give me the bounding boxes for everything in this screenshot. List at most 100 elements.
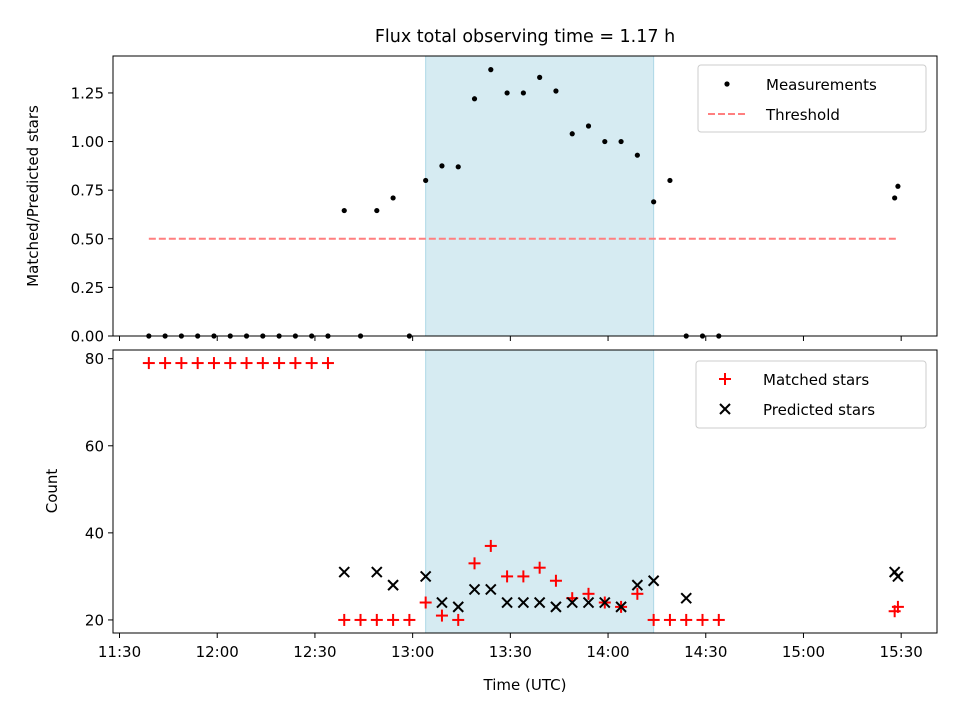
matched-star-point (273, 357, 286, 370)
measurement-point (895, 183, 901, 189)
legend-label-threshold: Threshold (765, 106, 840, 124)
predicted-star-point (452, 601, 464, 613)
bottom-y-axis-label: Count (43, 469, 61, 514)
predicted-star-point (436, 596, 448, 609)
legend-label-matched-stars: Matched stars (763, 371, 869, 389)
predicted-star-point (892, 570, 904, 583)
predicted-star-point (566, 596, 578, 609)
matched-star-point (224, 357, 237, 370)
matched-star-point (256, 357, 269, 370)
bottom-y-tick-label: 20 (85, 611, 104, 629)
bottom-axes-frame (112, 349, 938, 634)
bottom-series-layer (142, 357, 904, 626)
bottom-y-axis: 20 40 60 80 (85, 350, 113, 629)
bottom-legend: Matched stars Predicted stars (695, 360, 927, 429)
measurement-point (471, 96, 478, 102)
top-y-tick-label: 1.00 (71, 133, 104, 151)
matched-star-point (289, 357, 302, 370)
predicted-star-point (468, 583, 481, 596)
measurement-point (488, 67, 494, 73)
predicted-star-point (419, 570, 432, 583)
matched-star-point (175, 357, 188, 370)
measurement-point (439, 163, 445, 169)
legend-marker-predicted-stars (719, 403, 731, 415)
matched-star-point (159, 357, 172, 370)
matched-star-point (435, 609, 448, 622)
measurement-point (553, 88, 559, 94)
top-y-tick-label: 0.75 (71, 182, 104, 200)
predicted-star-point (582, 596, 595, 609)
matched-star-point (484, 539, 497, 552)
matched-star-point (533, 561, 546, 574)
predicted-star-point (615, 601, 627, 613)
bottom-x-axis: 11:30 12:00 12:30 13:00 13:30 14:00 14:30 15:00… (98, 633, 923, 661)
observing-time-span (425, 349, 655, 634)
matched-star-point (305, 357, 318, 370)
top-axes-frame (112, 55, 938, 337)
matched-star-point (403, 613, 416, 626)
measurement-point (892, 195, 898, 201)
x-tick-label: 15:30 (880, 643, 923, 661)
measurement-point (537, 74, 543, 80)
bottom-y-tick-label: 60 (85, 437, 104, 455)
x-tick-label: 15:00 (782, 643, 825, 661)
measurement-point (455, 164, 461, 170)
matched-star-point (631, 587, 644, 600)
matched-star-point (419, 596, 432, 609)
predicted-star-point (371, 566, 383, 578)
predicted-star-point (647, 575, 660, 587)
matched-star-point (354, 613, 367, 626)
matched-star-point (240, 357, 253, 370)
matched-star-point (891, 600, 904, 613)
matched-star-point (647, 613, 660, 626)
matched-star-point (142, 357, 155, 370)
top-panel: Flux total observing time = 1.17 h 0.000… (24, 27, 938, 346)
predicted-star-point (517, 596, 530, 609)
top-legend-box (697, 64, 927, 133)
legend-label-measurements: Measurements (766, 76, 877, 94)
top-y-tick-label: 0.50 (71, 230, 104, 248)
bottom-legend-box (695, 360, 927, 429)
predicted-star-point (533, 596, 546, 609)
matched-star-point (663, 613, 676, 626)
matched-star-point (338, 613, 351, 626)
predicted-star-point (550, 601, 562, 613)
predicted-star-point (599, 596, 611, 609)
matched-star-point (191, 357, 204, 370)
predicted-star-point (501, 596, 513, 609)
predicted-star-point (338, 566, 350, 578)
predicted-star-point (485, 583, 497, 596)
measurement-point (602, 138, 608, 145)
measurement-point (423, 177, 429, 184)
bottom-y-tick-label: 80 (85, 350, 104, 368)
matched-star-point (696, 613, 709, 626)
measurement-point (504, 90, 510, 96)
top-y-tick-label: 1.25 (71, 84, 104, 102)
legend-label-predicted-stars: Predicted stars (763, 401, 875, 419)
top-y-axis-label: Matched/Predicted stars (24, 105, 42, 287)
matched-star-point (549, 574, 562, 587)
x-tick-label: 14:00 (586, 643, 629, 661)
top-observing-span-layer (425, 55, 655, 337)
measurement-point (569, 131, 575, 137)
matched-star-point (582, 587, 595, 600)
measurement-point (374, 207, 380, 214)
matched-star-point (207, 357, 220, 370)
bottom-y-tick-label: 40 (85, 524, 104, 542)
measurement-point (667, 177, 673, 184)
measurement-point (520, 90, 526, 96)
top-y-tick-label: 0.00 (71, 328, 104, 346)
x-tick-label: 13:30 (489, 643, 532, 661)
matched-star-point (452, 613, 465, 626)
bottom-observing-span-layer (425, 349, 655, 634)
matched-star-point (712, 613, 725, 626)
measurement-point (651, 199, 657, 205)
legend-marker-matched-stars (719, 373, 731, 385)
measurement-point (390, 195, 396, 201)
matched-star-point (680, 613, 693, 626)
measurement-point (634, 152, 640, 158)
top-y-axis: 0.00 0.25 0.50 0.75 1.00 1.25 (71, 84, 113, 346)
matched-star-point (501, 570, 514, 583)
